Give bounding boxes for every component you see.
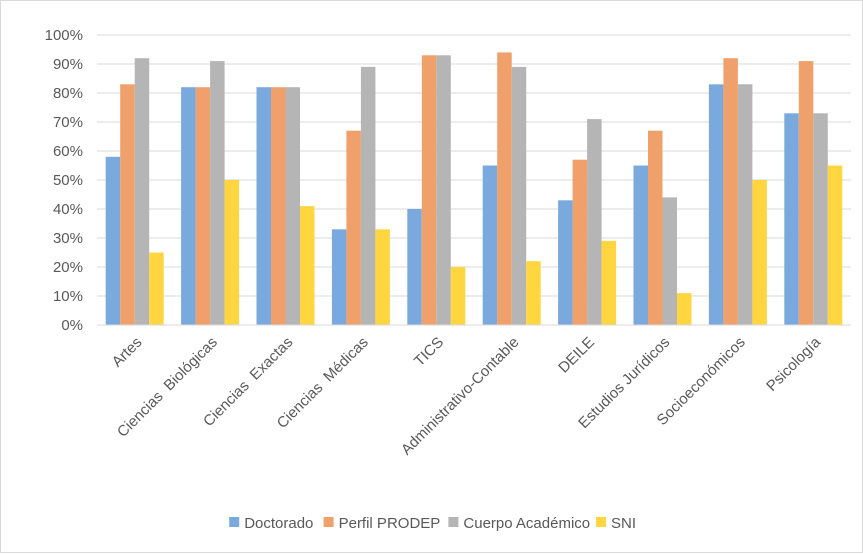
bar-sni	[677, 293, 692, 325]
x-tick-label: TICS	[411, 334, 447, 370]
bar-sni	[149, 252, 164, 325]
bar-perfil-prodep	[798, 61, 814, 325]
y-tick-label: 90%	[53, 56, 83, 73]
bar-cuerpo-académico	[813, 113, 828, 325]
y-tick-label: 30%	[53, 230, 83, 247]
bar-sni	[450, 267, 466, 325]
legend-label: SNI	[611, 515, 636, 532]
bar-perfil-prodep	[723, 58, 738, 325]
bar-perfil-prodep	[497, 52, 512, 326]
bar-sni	[827, 165, 843, 325]
legend-swatch	[323, 517, 334, 527]
bar-doctorado	[331, 229, 347, 325]
bar-sni	[300, 206, 315, 325]
bar-perfil-prodep	[421, 55, 437, 326]
bar-doctorado	[558, 200, 573, 325]
legend-swatch	[448, 517, 459, 527]
bar-sni	[526, 261, 541, 325]
bar-perfil-prodep	[120, 84, 135, 325]
legend-label: Doctorado	[244, 515, 313, 532]
legend-swatch	[596, 517, 606, 527]
bar-cuerpo-académico	[285, 87, 300, 325]
bar-cuerpo-académico	[134, 58, 150, 325]
bars	[105, 52, 843, 326]
bar-cuerpo-académico	[511, 66, 527, 326]
x-tick-label: Psicología	[763, 333, 824, 394]
bar-sni	[224, 180, 240, 325]
bar-cuerpo-académico	[587, 119, 602, 325]
bar-doctorado	[708, 84, 724, 325]
bar-doctorado	[407, 209, 422, 325]
bar-doctorado	[105, 156, 121, 325]
x-tick-label: Artes	[109, 334, 146, 371]
y-tick-label: 20%	[53, 259, 83, 276]
bar-cuerpo-académico	[360, 66, 376, 326]
bar-doctorado	[256, 87, 271, 325]
bar-cuerpo-académico	[436, 55, 451, 326]
bar-cuerpo-académico	[210, 61, 225, 325]
y-tick-label: 70%	[53, 114, 83, 131]
legend-label: Cuerpo Académico	[463, 515, 590, 532]
bar-sni	[601, 240, 617, 325]
y-tick-label: 10%	[53, 288, 83, 305]
legend-label: Perfil PRODEP	[339, 515, 441, 532]
bar-doctorado	[784, 113, 799, 325]
bar-cuerpo-académico	[737, 84, 753, 325]
x-tick-label: DEILE	[555, 334, 598, 377]
bar-doctorado	[181, 87, 196, 325]
bar-perfil-prodep	[648, 130, 663, 325]
bar-perfil-prodep	[572, 159, 588, 325]
y-tick-label: 0%	[61, 317, 83, 334]
bar-sni	[375, 229, 390, 325]
bar-sni	[752, 180, 767, 325]
bar-cuerpo-académico	[662, 197, 677, 325]
bar-perfil-prodep	[195, 87, 211, 325]
y-tick-label: 50%	[53, 172, 83, 189]
legend-swatch	[229, 517, 240, 527]
bar-perfil-prodep	[346, 130, 361, 325]
y-tick-label: 80%	[53, 85, 83, 102]
y-tick-label: 40%	[53, 201, 83, 218]
y-tick-label: 60%	[53, 143, 83, 160]
legend: Doctorado Perfil PRODEP Cuerpo Académico SN…	[229, 515, 636, 532]
bar-perfil-prodep	[271, 87, 286, 325]
y-tick-label: 100%	[45, 27, 83, 44]
bar-doctorado	[482, 165, 498, 325]
bar-doctorado	[633, 165, 648, 325]
